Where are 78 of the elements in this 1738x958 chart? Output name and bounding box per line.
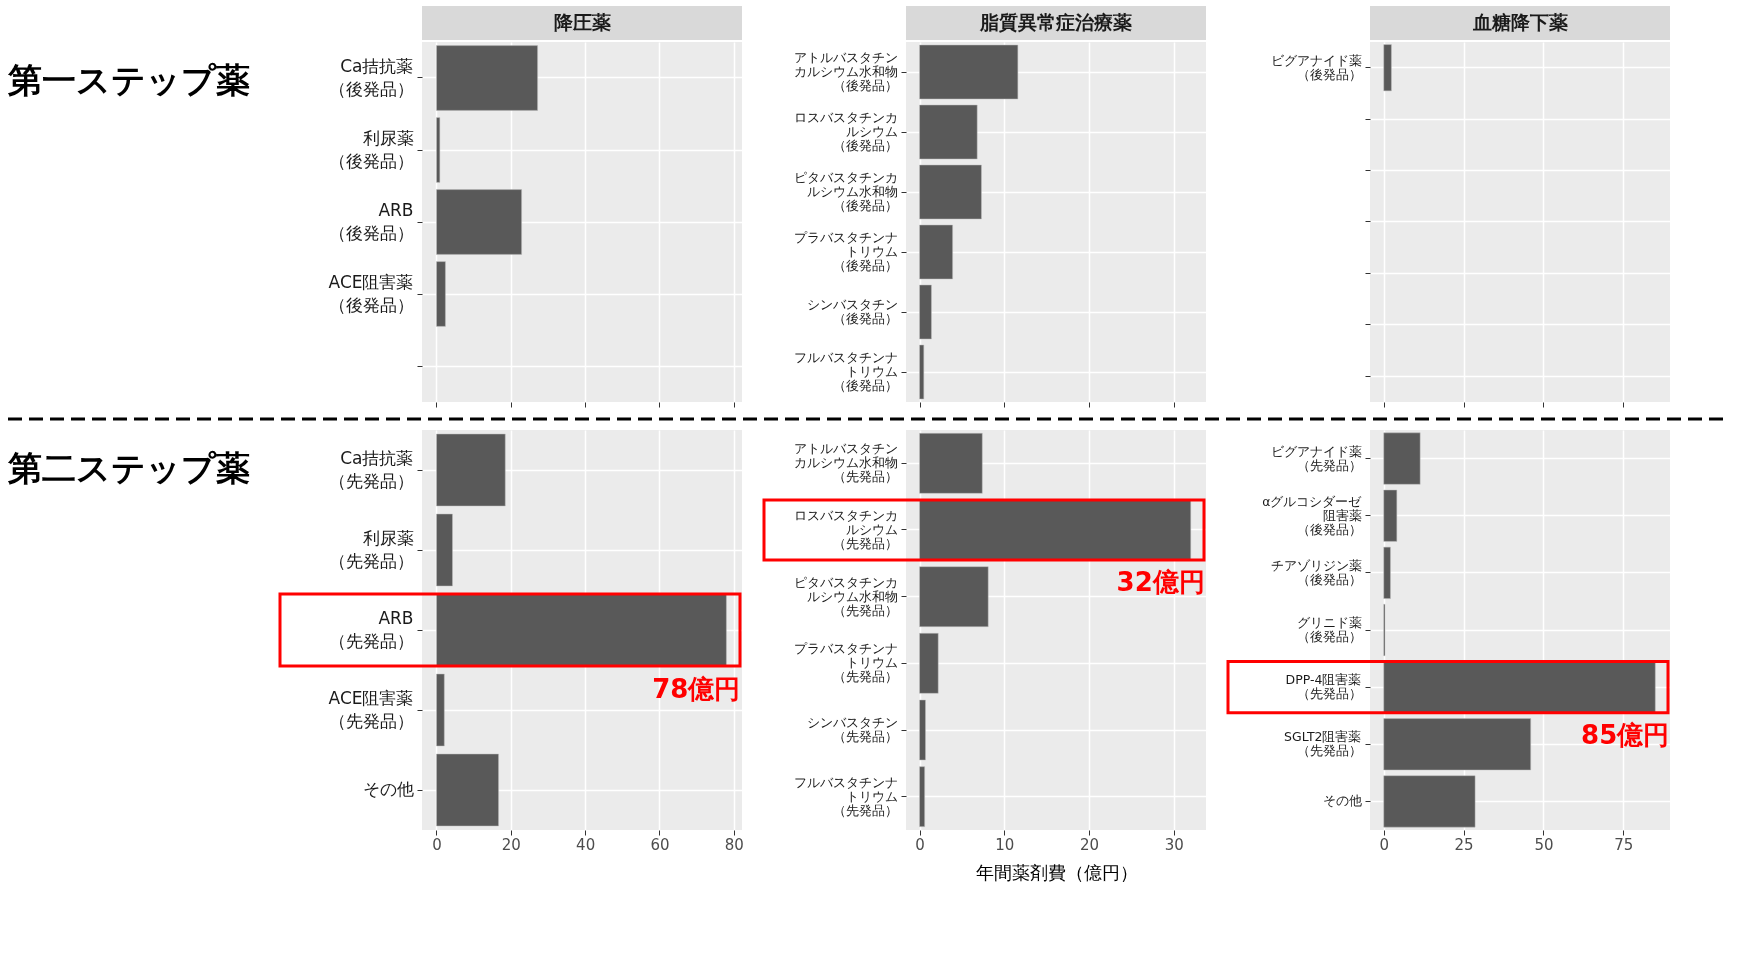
bar	[1383, 661, 1656, 714]
bar	[919, 566, 989, 627]
x-tick-label: 60	[650, 835, 670, 854]
y-tick-label: ACE阻害薬（後発品）	[328, 271, 414, 315]
x-tick-label: 75	[1614, 835, 1634, 854]
bar	[919, 699, 926, 761]
y-tick-label: アトルバスタチンカルシウム水和物（先発品）	[793, 441, 898, 485]
chart-title: 降圧薬	[553, 11, 611, 33]
bar	[436, 433, 506, 507]
bar	[436, 753, 499, 827]
y-tick-label: プラバスタチンナトリウム（後発品）	[793, 230, 898, 273]
bar	[919, 499, 1191, 561]
y-tick-label: フルバスタチンナトリウム（先発品）	[793, 774, 898, 818]
y-tick-label: ARB（先発品）	[328, 607, 414, 651]
bar	[1383, 432, 1421, 485]
y-tick-label: ACE阻害薬（先発品）	[328, 687, 414, 731]
y-tick-label: チアゾリジン薬（後発品）	[1270, 557, 1362, 587]
bar	[436, 261, 446, 327]
text: 第一ステップ薬	[7, 60, 250, 100]
bar	[436, 117, 441, 183]
y-tick-label: Ca拮抗薬（先発品）	[328, 447, 414, 491]
x-tick-label: 20	[501, 835, 521, 854]
x-tick-label: 80	[724, 835, 744, 854]
y-tick-label: その他	[1322, 793, 1362, 809]
y-tick-label: 利尿薬（後発品）	[328, 127, 414, 171]
y-tick-label: プラバスタチンナトリウム（先発品）	[793, 641, 898, 685]
y-tick-label: アトルバスタチンカルシウム水和物（後発品）	[793, 50, 898, 93]
bar	[436, 189, 522, 255]
bar	[436, 45, 538, 111]
y-tick-label: ビグアナイド薬（後発品）	[1270, 52, 1362, 82]
x-axis-title: 年間薬剤費（億円）	[975, 861, 1138, 883]
y-tick-label: フルバスタチンナトリウム（後発品）	[793, 350, 898, 393]
x-tick-label: 10	[995, 835, 1015, 854]
bar	[436, 673, 445, 747]
bar	[919, 433, 983, 494]
x-tick-label: 0	[915, 835, 925, 854]
y-tick-label: ビグアナイド薬（先発品）	[1270, 443, 1362, 473]
annotation: 85億円	[1581, 719, 1670, 750]
y-tick-label: ピタバスタチンカルシウム水和物（先発品）	[793, 574, 898, 618]
bar	[919, 633, 939, 694]
bar	[919, 284, 932, 340]
bar	[1383, 718, 1531, 771]
y-tick-label: αグルコシダーゼ阻害薬（後発品）	[1262, 493, 1363, 537]
x-tick-label: 0	[432, 835, 442, 854]
y-tick-label: その他	[362, 779, 414, 799]
y-tick-label: シンバスタチン（先発品）	[806, 715, 898, 744]
text: 第二ステップ薬	[7, 448, 250, 488]
bar	[1383, 775, 1476, 828]
bar	[919, 766, 925, 827]
y-tick-label: DPP-4阻害薬（先発品）	[1285, 672, 1362, 702]
bar	[919, 164, 982, 220]
y-tick-label: シンバスタチン（後発品）	[806, 297, 898, 326]
chart-title: 脂質異常症治療薬	[979, 11, 1132, 33]
bar	[919, 344, 925, 400]
x-tick-label: 40	[576, 835, 596, 854]
annotation: 78億円	[652, 674, 741, 704]
y-tick-label: 利尿薬（先発品）	[328, 527, 414, 571]
bar	[919, 44, 1019, 100]
bar	[919, 224, 953, 280]
y-tick-label: SGLT2阻害薬（先発品）	[1284, 729, 1362, 759]
y-tick-label: Ca拮抗薬（後発品）	[328, 55, 414, 99]
bar	[919, 104, 978, 160]
bar	[1383, 546, 1391, 599]
y-tick-label: ロスバスタチンカルシウム（先発品）	[793, 508, 898, 551]
chart-title: 血糖降下薬	[1471, 11, 1568, 33]
y-tick-label: ロスバスタチンカルシウム（後発品）	[793, 110, 898, 153]
x-tick-label: 20	[1080, 835, 1100, 854]
x-tick-label: 25	[1454, 835, 1474, 854]
y-tick-label: グリニド薬（後発品）	[1296, 615, 1362, 644]
x-tick-label: 0	[1379, 835, 1390, 854]
y-tick-label: ARB（後発品）	[328, 199, 414, 243]
annotation: 32億円	[1116, 567, 1205, 598]
bar	[436, 513, 453, 587]
y-tick-label: ピタバスタチンカルシウム水和物（後発品）	[793, 170, 898, 213]
x-tick-label: 50	[1534, 835, 1554, 854]
bar	[436, 593, 727, 667]
bar	[1383, 489, 1398, 542]
x-tick-label: 30	[1164, 835, 1184, 854]
